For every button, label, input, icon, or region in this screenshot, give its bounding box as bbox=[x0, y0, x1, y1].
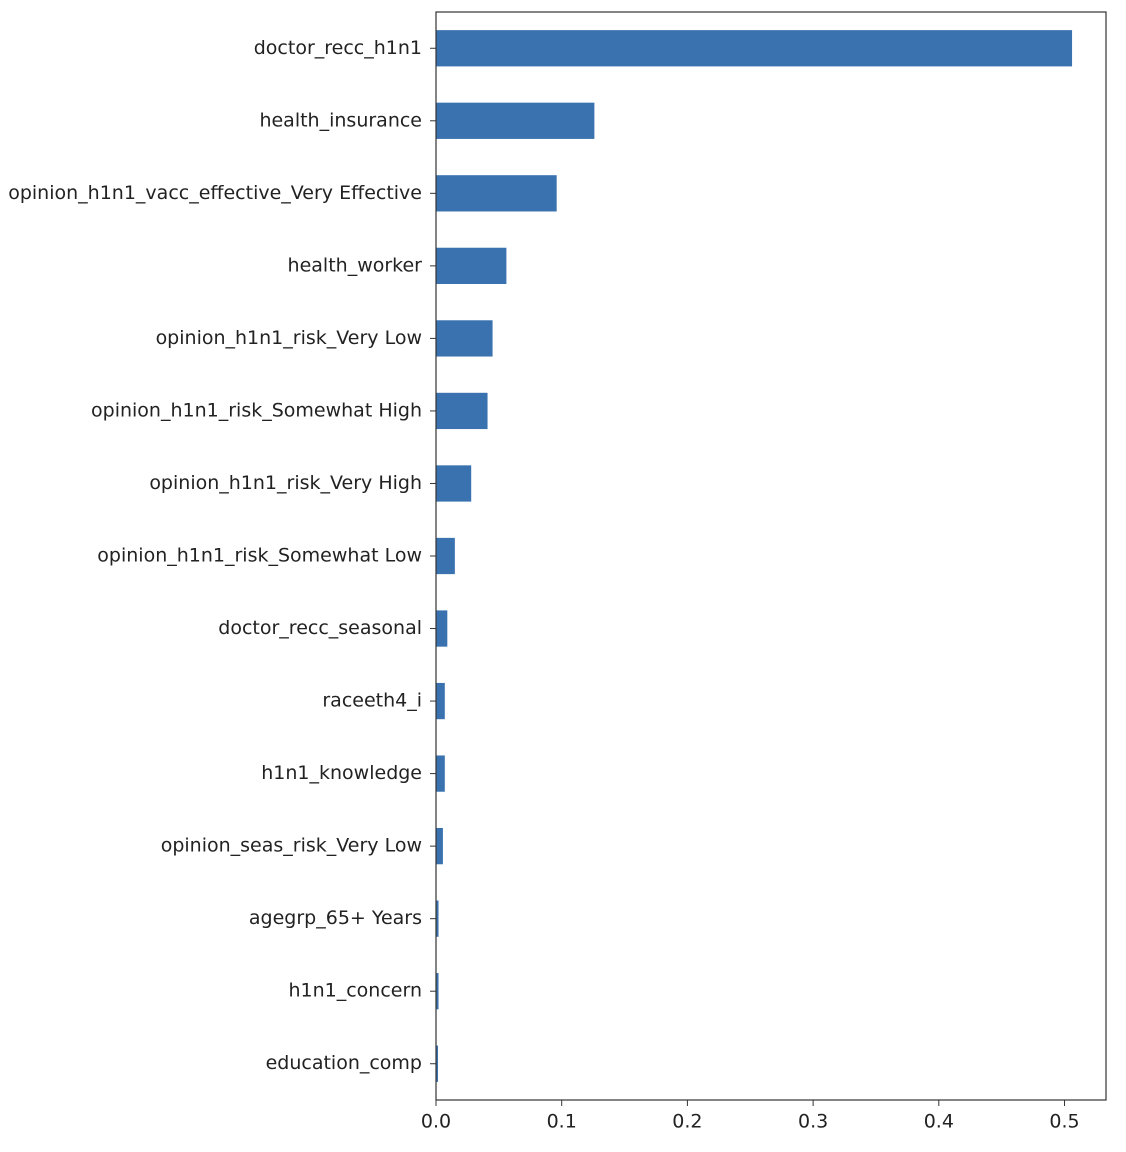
bar bbox=[436, 610, 448, 647]
bar bbox=[436, 828, 443, 865]
x-tick-label: 0.0 bbox=[421, 1111, 451, 1133]
bar bbox=[436, 973, 439, 1010]
y-tick-label: opinion_seas_risk_Very Low bbox=[161, 835, 422, 857]
plot-frame bbox=[435, 11, 1107, 1101]
x-tick-label: 0.5 bbox=[1049, 1111, 1079, 1133]
y-tick-label: opinion_h1n1_risk_Very Low bbox=[156, 327, 422, 349]
y-tick-label: health_worker bbox=[288, 254, 423, 276]
bar bbox=[436, 175, 557, 212]
y-tick-label: agegrp_65+ Years bbox=[249, 907, 422, 929]
y-tick-label: opinion_h1n1_risk_Very High bbox=[149, 472, 422, 494]
bar bbox=[436, 1045, 439, 1082]
x-tick-label: 0.1 bbox=[547, 1111, 577, 1133]
bar bbox=[436, 102, 595, 139]
y-tick-label: opinion_h1n1_vacc_effective_Very Effecti… bbox=[8, 182, 422, 204]
y-tick-label: h1n1_knowledge bbox=[261, 762, 422, 784]
y-tick-label: health_insurance bbox=[259, 109, 422, 131]
y-tick-label: education_comp bbox=[266, 1052, 422, 1074]
bar bbox=[436, 320, 493, 357]
bar bbox=[436, 247, 507, 284]
x-tick-label: 0.4 bbox=[924, 1111, 954, 1133]
bar bbox=[436, 30, 1073, 67]
y-tick-label: doctor_recc_seasonal bbox=[218, 617, 422, 639]
y-tick-label: raceeth4_i bbox=[322, 690, 422, 712]
bar bbox=[436, 900, 439, 937]
y-tick-label: h1n1_concern bbox=[288, 980, 422, 1002]
bar bbox=[436, 392, 488, 430]
x-tick-label: 0.2 bbox=[672, 1111, 702, 1133]
bar bbox=[436, 465, 472, 502]
y-tick-label: doctor_recc_h1n1 bbox=[254, 37, 422, 59]
bar bbox=[436, 537, 455, 575]
x-tick-label: 0.3 bbox=[798, 1111, 828, 1133]
y-tick-label: opinion_h1n1_risk_Somewhat Low bbox=[97, 545, 422, 567]
bar bbox=[436, 755, 445, 792]
y-tick-label: opinion_h1n1_risk_Somewhat High bbox=[91, 399, 422, 421]
bar bbox=[436, 682, 445, 720]
